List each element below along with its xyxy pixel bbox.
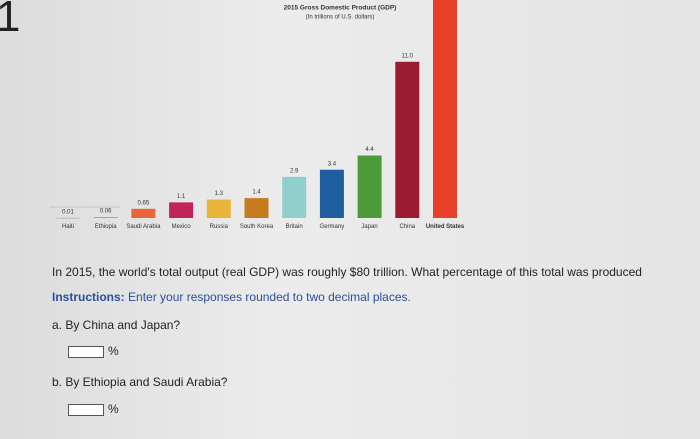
bar (395, 61, 420, 218)
value-label: 11.0 (402, 53, 414, 59)
value-label: 1.3 (215, 191, 224, 197)
instructions: Enter your responses rounded to two deci… (128, 290, 411, 304)
bar (244, 198, 269, 218)
bar (282, 176, 307, 218)
chart: 2015 Gross Domestic Product (GDP) (In tr… (50, 0, 457, 219)
value-label: 4.4 (365, 147, 374, 153)
bar (131, 208, 156, 218)
bar (319, 169, 344, 218)
answer-input[interactable] (68, 403, 104, 416)
x-tick-label: Britain (285, 224, 303, 230)
bar (206, 199, 231, 218)
value-label: 0.65 (138, 200, 150, 206)
value-label: 2.9 (290, 168, 299, 174)
value-label: 0.06 (100, 209, 112, 215)
value-label: 3.4 (328, 161, 337, 167)
part-label: a. By China and Japan? (52, 318, 181, 332)
chart-title: 2015 Gross Domestic Product (GDP) (284, 5, 397, 12)
unit: % (108, 402, 119, 416)
x-tick-label: Germany (319, 224, 345, 230)
x-tick-label: Mexico (171, 224, 191, 230)
page-number: 1 (0, 0, 21, 41)
bar (433, 0, 457, 219)
x-tick-label: Ethiopia (94, 224, 117, 230)
x-tick-label: Russia (209, 224, 228, 230)
bar (93, 217, 118, 218)
bar (56, 217, 80, 219)
x-tick-label: Japan (361, 224, 378, 230)
answer-input[interactable] (68, 345, 104, 358)
bar (357, 155, 382, 218)
value-label: 0.01 (62, 209, 74, 215)
instructions-label: Instructions: (52, 290, 125, 304)
chart-subtitle: (In trillions of U.S. dollars) (306, 15, 375, 21)
part-label: b. By Ethiopia and Saudi Arabia? (52, 375, 228, 389)
question-text: In 2015, the world's total output (real … (52, 265, 642, 279)
x-tick-label: South Korea (239, 224, 274, 230)
x-tick-label: Saudi Arabia (126, 224, 161, 230)
x-tick-label: United States (425, 224, 465, 230)
value-label: 1.1 (177, 194, 186, 200)
x-tick-label: China (399, 224, 416, 230)
bar (169, 202, 194, 218)
x-tick-label: Haiti (61, 224, 74, 230)
value-label: 1.4 (252, 190, 261, 196)
unit: % (108, 344, 119, 358)
